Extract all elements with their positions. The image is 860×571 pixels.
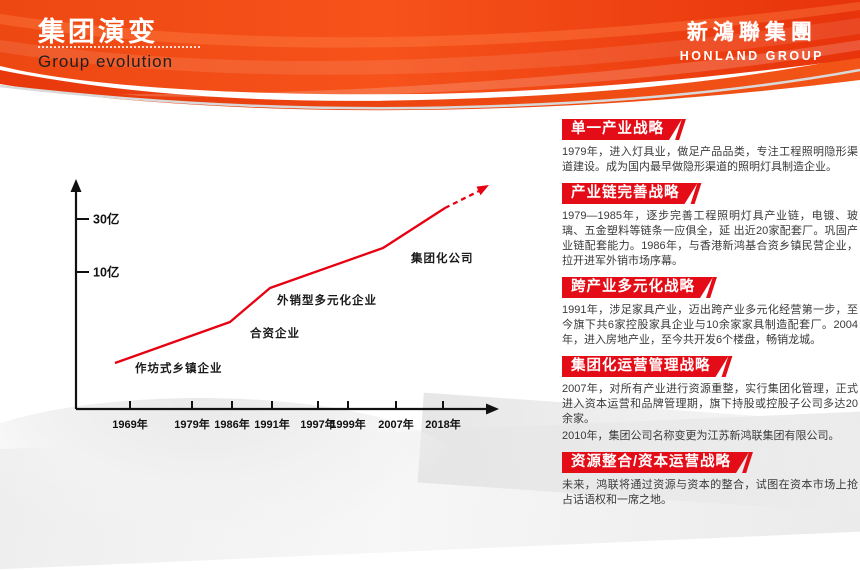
section-body: 1979年，进入灯具业，做足产品品类，专注工程照明隐形渠道建设。成为国内最早做隐…: [562, 145, 858, 175]
page-subtitle: Group evolution: [38, 52, 174, 71]
svg-text:1999年: 1999年: [330, 417, 365, 431]
section-paragraph: 2010年，集团公司名称变更为江苏新鸿联集团有限公司。: [562, 430, 840, 442]
svg-text:2007年: 2007年: [378, 417, 413, 431]
logo-chinese-text: 新鴻聯集團: [686, 21, 817, 44]
section-badge: 单一产业战略: [562, 119, 858, 140]
section-badge: 产业链完善战略: [562, 183, 858, 204]
header-banner: 集团演变 Group evolution 新鴻聯集團 HONLAND GROUP: [0, 0, 860, 112]
section-badge: 跨产业多元化战略: [562, 277, 858, 298]
svg-text:2018年: 2018年: [425, 417, 460, 431]
svg-text:30亿: 30亿: [93, 212, 119, 227]
section-title: 跨产业多元化战略: [562, 277, 713, 298]
section-body: 1979—1985年，逐步完善工程照明灯具产业链，电镀、玻璃、五金塑料等链条一应…: [562, 209, 858, 269]
stage-label: 集团化公司: [411, 253, 474, 265]
section-title: 资源整合/资本运营战略: [562, 452, 749, 473]
section-body: 1991年，涉足家具产业，迈出跨产业多元化经营第一步，至今旗下共6家控股家具企业…: [562, 303, 858, 348]
section-body: 2007年，对所有产业进行资源重整，实行集团化管理，正式进入资本运营和品牌管理期…: [562, 382, 858, 444]
section-paragraph: 未来，鸿联将通过资源与资本的整合，试图在资本市场上抢占话语权和一席之地。: [562, 479, 858, 506]
evolution-chart: 30亿 10亿 1969年 1979年 1986年 1991年 1997年 1999年 200…: [30, 160, 530, 460]
x-axis-arrow-icon: [486, 403, 499, 415]
title-dotted-underline: [38, 46, 200, 48]
stage-label: 作坊式乡镇企业: [135, 363, 223, 375]
y-axis-arrow-icon: [70, 179, 82, 192]
page-title: 集团演变: [38, 17, 158, 47]
section-badge: 集团化运营管理战略: [562, 356, 858, 377]
badge-sliver-icon: [675, 119, 686, 140]
trend-line-solid: [114, 207, 446, 365]
section-title: 产业链完善战略: [562, 183, 698, 204]
section-paragraph: 1979—1985年，逐步完善工程照明灯具产业链，电镀、玻璃、五金塑料等链条一应…: [562, 210, 858, 267]
trend-line-dashed: [444, 187, 484, 210]
svg-text:1969年: 1969年: [112, 417, 147, 431]
strategy-section: 集团化运营管理战略 2007年，对所有产业进行资源重整，实行集团化管理，正式进入…: [562, 356, 858, 444]
stage-label: 合资企业: [250, 328, 300, 340]
section-body: 未来，鸿联将通过资源与资本的整合，试图在资本市场上抢占话语权和一席之地。: [562, 478, 858, 508]
svg-text:10亿: 10亿: [93, 265, 119, 280]
section-paragraph: 1979年，进入灯具业，做足产品品类，专注工程照明隐形渠道建设。成为国内最早做隐…: [562, 146, 858, 173]
badge-sliver-icon: [742, 452, 753, 473]
section-title: 集团化运营管理战略: [562, 356, 729, 377]
company-logo: 新鴻聯集團 HONLAND GROUP: [680, 16, 824, 63]
y-axis-ticks: 30亿 10亿: [76, 212, 119, 280]
svg-text:1979年: 1979年: [174, 417, 209, 431]
svg-text:1997年: 1997年: [300, 417, 335, 431]
section-badge: 资源整合/资本运营战略: [562, 452, 858, 473]
svg-text:1991年: 1991年: [254, 417, 289, 431]
stage-label: 外销型多元化企业: [277, 295, 377, 307]
section-title: 单一产业战略: [562, 119, 682, 140]
header-wave-graphic: [0, 0, 860, 111]
strategy-section: 单一产业战略 1979年，进入灯具业，做足产品品类，专注工程照明隐形渠道建设。成…: [562, 119, 858, 175]
section-paragraph: 1991年，涉足家具产业，迈出跨产业多元化经营第一步，至今旗下共6家控股家具企业…: [562, 304, 858, 346]
badge-sliver-icon: [706, 277, 717, 298]
strategy-panel: 单一产业战略 1979年，进入灯具业，做足产品品类，专注工程照明隐形渠道建设。成…: [562, 119, 858, 516]
trend-arrow-icon: [476, 185, 489, 196]
badge-sliver-icon: [721, 356, 733, 377]
badge-sliver-icon: [690, 183, 702, 204]
svg-text:1986年: 1986年: [214, 417, 249, 431]
logo-english-text: HONLAND GROUP: [679, 49, 824, 63]
strategy-section: 跨产业多元化战略 1991年，涉足家具产业，迈出跨产业多元化经营第一步，至今旗下…: [562, 277, 858, 348]
strategy-section: 资源整合/资本运营战略 未来，鸿联将通过资源与资本的整合，试图在资本市场上抢占话…: [562, 452, 858, 508]
strategy-section: 产业链完善战略 1979—1985年，逐步完善工程照明灯具产业链，电镀、玻璃、五…: [562, 183, 858, 269]
section-paragraph: 2007年，对所有产业进行资源重整，实行集团化管理，正式进入资本运营和品牌管理期…: [562, 383, 858, 425]
